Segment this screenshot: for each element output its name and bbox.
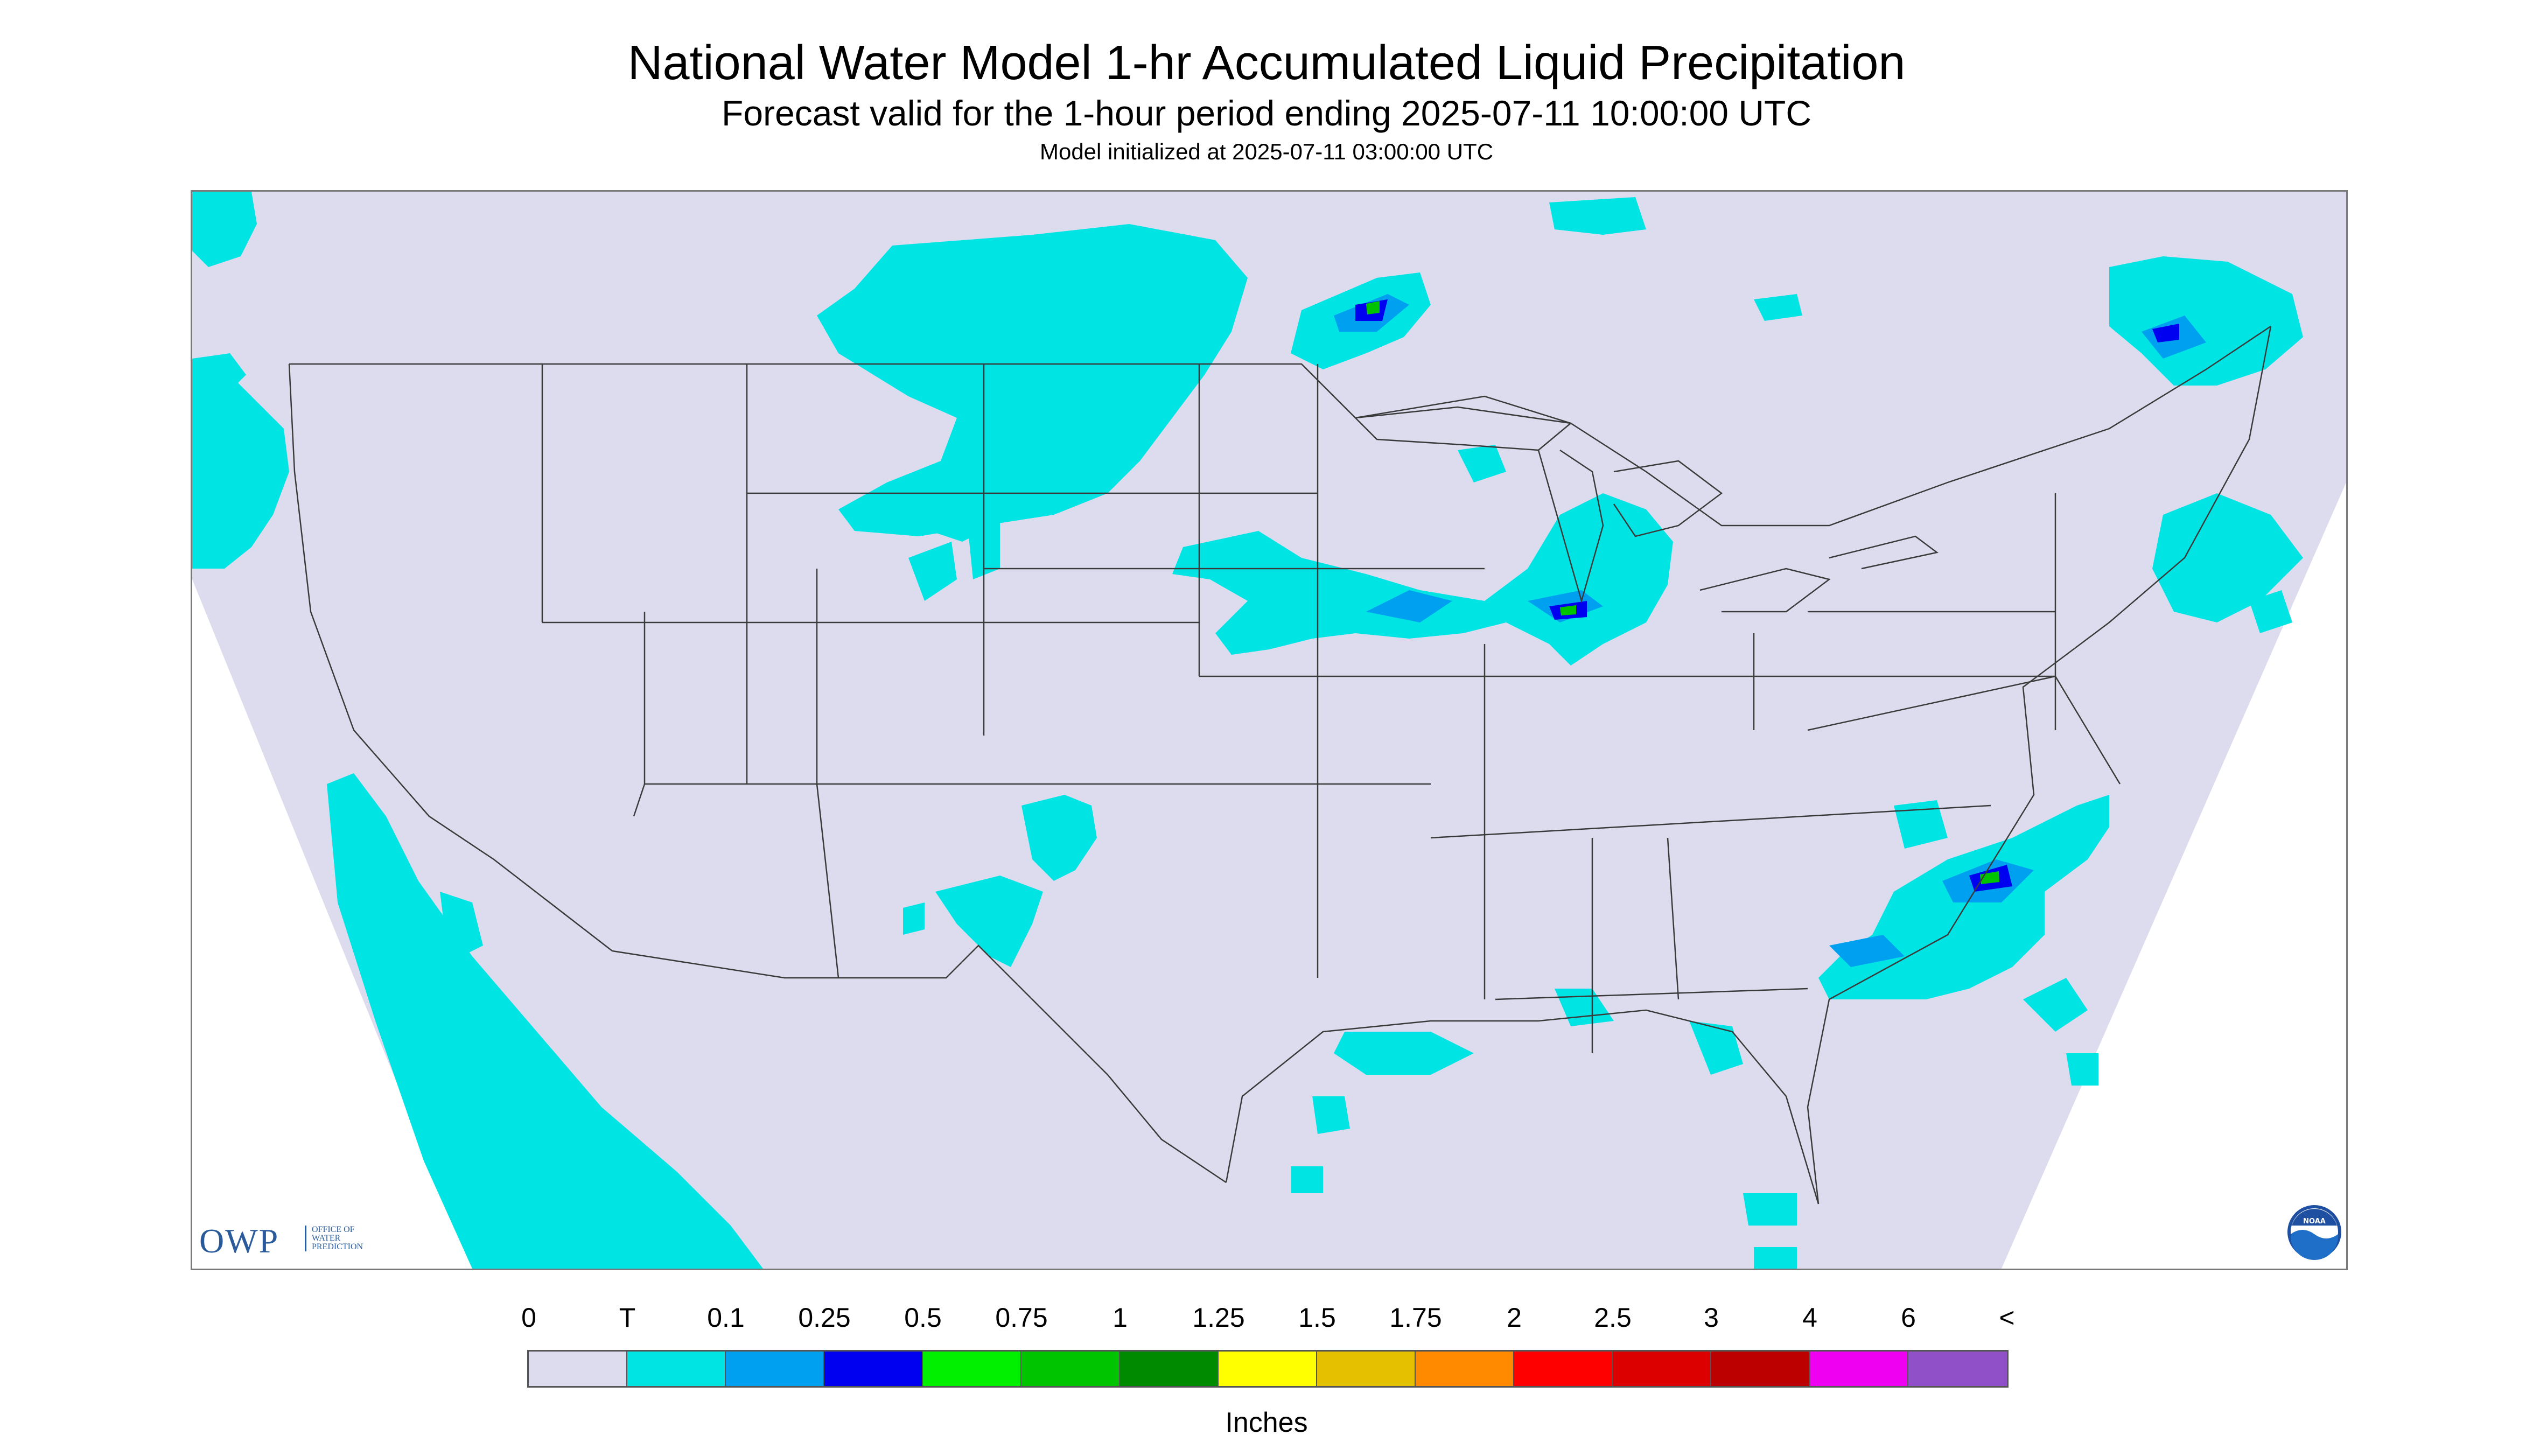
legend-swatch	[1908, 1352, 2007, 1386]
legend-swatch	[1120, 1352, 1219, 1386]
legend-swatch	[824, 1352, 923, 1386]
legend-color-bar	[527, 1350, 2009, 1388]
legend-tick-label: 0.25	[798, 1303, 851, 1333]
model-init-time: Model initialized at 2025-07-11 03:00:00…	[1039, 139, 1494, 164]
legend-swatch	[627, 1352, 726, 1386]
legend-tick-label: 1.5	[1298, 1303, 1336, 1333]
legend-tick-label: 4	[1802, 1303, 1817, 1333]
legend-tick-label: 0.75	[995, 1303, 1048, 1333]
svg-text:NOAA: NOAA	[2303, 1217, 2326, 1226]
legend-tick-label: 1.25	[1192, 1303, 1245, 1333]
legend-tick-label: T	[619, 1303, 636, 1333]
legend-tick-label: 2	[1507, 1303, 1522, 1333]
model-domain	[192, 192, 2346, 1269]
legend-swatch	[726, 1352, 824, 1386]
legend-swatch	[1317, 1352, 1416, 1386]
owp-logo: OWP OFFICE OF WATER PREDICTION	[199, 1221, 363, 1261]
legend-tick-label: 0	[521, 1303, 536, 1333]
map-subtitle: Forecast valid for the 1-hour period end…	[722, 93, 1811, 133]
legend-tick-label: 1.75	[1389, 1303, 1442, 1333]
map-title: National Water Model 1-hr Accumulated Li…	[627, 36, 1906, 90]
state-boundaries	[288, 325, 2272, 1205]
legend-swatch	[1021, 1352, 1120, 1386]
map-canvas	[192, 192, 2346, 1269]
legend-swatch	[1219, 1352, 1317, 1386]
legend-swatch	[1514, 1352, 1613, 1386]
legend-swatch	[1416, 1352, 1514, 1386]
legend-tick-label: 0.5	[904, 1303, 942, 1333]
legend-tick-label: 3	[1704, 1303, 1719, 1333]
legend-tick-label: <	[1999, 1303, 2015, 1333]
owp-logo-mark: OWP	[199, 1222, 279, 1260]
legend-tick-label: 2.5	[1594, 1303, 1632, 1333]
legend-swatch	[529, 1352, 627, 1386]
legend-swatch	[1810, 1352, 1908, 1386]
legend-swatch	[1613, 1352, 1711, 1386]
legend-tick-label: 6	[1901, 1303, 1916, 1333]
legend-swatch	[1711, 1352, 1810, 1386]
legend-swatch	[923, 1352, 1021, 1386]
legend-units: Inches	[1225, 1407, 1308, 1438]
legend-tick-label: 0.1	[707, 1303, 745, 1333]
legend-tick-label: 1	[1112, 1303, 1128, 1333]
precipitation-map[interactable]	[191, 190, 2348, 1270]
noaa-logo: NOAA	[2287, 1205, 2341, 1260]
owp-logo-text: OFFICE OF WATER PREDICTION	[305, 1226, 363, 1251]
